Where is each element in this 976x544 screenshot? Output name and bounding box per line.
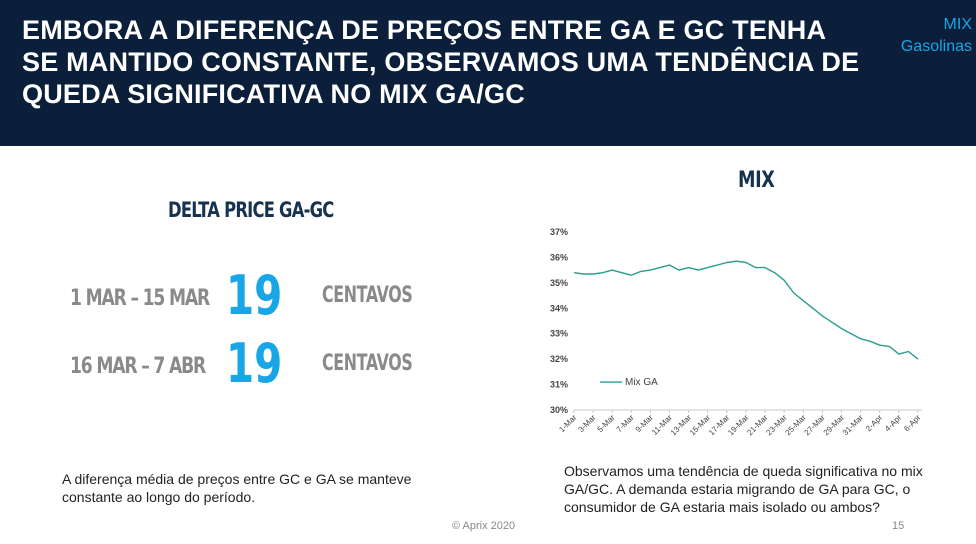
mix-chart-svg: 30% 31% 32% 33% 34% 35% 36% 37% 1-Mar3-Mar5-Mar7…: [550, 227, 923, 438]
legend-label: Mix GA: [625, 377, 658, 388]
delta-row-period: 1 MAR – 15 MAR: [70, 286, 210, 311]
delta-row-period: 16 MAR – 7 ABR: [70, 354, 206, 379]
section-tag-line2: Gasolinas: [900, 38, 972, 55]
x-tick-label: 2-Apr: [864, 413, 884, 433]
mix-chart: 30% 31% 32% 33% 34% 35% 36% 37% 1-Mar 3-Mar 5-Mar 7…: [534, 210, 934, 465]
delta-row: 16 MAR – 7 ABR 19 CENTAVOS: [0, 332, 560, 396]
x-tick-label: 6-Apr: [902, 413, 922, 433]
y-tick-label: 30%: [550, 405, 568, 415]
x-tick-label: 4-Apr: [883, 413, 903, 433]
x-tick-label: 3-Mar: [576, 413, 597, 434]
header-banner: EMBORA A DIFERENÇA DE PREÇOS ENTRE GA E …: [0, 0, 976, 146]
y-tick-label: 36%: [550, 252, 568, 262]
y-tick-label: 34%: [550, 303, 568, 313]
delta-note: A diferença média de preços entre GC e G…: [62, 471, 412, 505]
page-number: 15: [892, 520, 905, 532]
mix-title: MIX: [738, 168, 775, 193]
delta-row-unit: CENTAVOS: [322, 283, 413, 308]
y-tick-label: 31%: [550, 380, 568, 390]
delta-row-value: 19: [226, 332, 283, 395]
series-line-mix-ga: [573, 260, 919, 360]
delta-row-unit: CENTAVOS: [322, 351, 413, 376]
delta-row: 1 MAR – 15 MAR 19 CENTAVOS: [0, 264, 560, 328]
y-tick-label: 35%: [550, 278, 568, 288]
section-tag-line1: MIX: [943, 16, 972, 33]
footer-copyright: © Aprix 2020: [452, 520, 516, 532]
x-tick-label: 31-Mar: [841, 413, 866, 438]
y-tick-label: 32%: [550, 354, 568, 364]
page-title: EMBORA A DIFERENÇA DE PREÇOS ENTRE GA E …: [22, 15, 860, 109]
delta-price-title: DELTA PRICE GA-GC: [168, 198, 334, 222]
delta-row-value: 19: [226, 264, 283, 327]
y-tick-label: 33%: [550, 329, 568, 339]
x-tick-label: 1-Mar: [557, 413, 578, 434]
y-tick-label: 37%: [550, 227, 568, 237]
mix-note: Observamos uma tendência de queda signif…: [564, 463, 923, 515]
x-tick-label: 5-Mar: [596, 413, 617, 434]
section-tag: MIX Gasolinas: [901, 14, 972, 58]
x-tick-label: 7-Mar: [615, 413, 636, 434]
